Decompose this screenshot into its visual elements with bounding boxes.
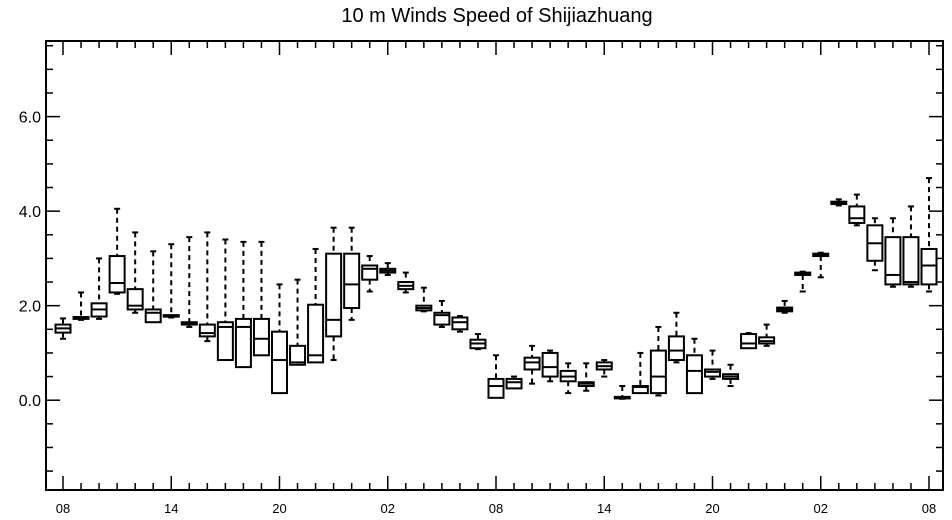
box-item — [667, 311, 685, 364]
box-item — [884, 217, 902, 288]
box-item — [631, 351, 649, 395]
y-tick-label: 2.0 — [19, 299, 41, 316]
box-item — [90, 257, 108, 320]
box-item — [830, 198, 848, 207]
box-rect — [920, 247, 938, 286]
box-item — [108, 207, 126, 295]
box-item — [523, 344, 541, 385]
box-item — [343, 226, 361, 321]
box-item — [704, 349, 721, 380]
box-item — [577, 362, 595, 392]
box-item — [487, 354, 505, 399]
box-item — [649, 325, 667, 397]
box-item — [307, 247, 325, 364]
x-tick-label: 02 — [381, 501, 395, 516]
box-item — [271, 283, 288, 395]
chart-title: 10 m Winds Speed of Shijiazhuang — [341, 5, 652, 27]
box-rect — [704, 368, 721, 378]
y-tick-label: 0.0 — [19, 393, 41, 410]
box-item — [758, 323, 776, 347]
box-item — [415, 286, 433, 313]
y-tick-label: 6.0 — [19, 110, 41, 127]
box-item — [144, 250, 162, 324]
box-rect — [234, 317, 252, 369]
box-rect — [884, 236, 902, 286]
box-rect — [848, 205, 866, 224]
box-rect — [505, 377, 523, 390]
box-item — [920, 177, 938, 293]
box-item — [234, 240, 252, 369]
box-rect — [685, 354, 703, 395]
box-rect — [325, 252, 343, 338]
plot-frame — [45, 40, 944, 491]
box-item — [794, 270, 812, 293]
box-item — [848, 193, 866, 227]
box-item — [72, 291, 90, 321]
box-rect — [289, 344, 307, 366]
box-item — [198, 231, 216, 343]
x-tick-label: 14 — [164, 501, 178, 516]
x-tick-label: 14 — [597, 501, 611, 516]
x-tick-label: 20 — [272, 501, 286, 516]
box-item — [505, 375, 523, 390]
box-rect — [487, 377, 505, 399]
box-item — [722, 363, 740, 388]
box-item — [162, 243, 180, 319]
box-rect — [361, 264, 379, 281]
box-item — [902, 205, 920, 288]
box-rect — [667, 335, 685, 362]
box-rect — [252, 317, 270, 357]
box-rect — [451, 316, 469, 331]
y-axis: 0.0 2.0 4.0 6.0 — [19, 44, 943, 472]
box-item — [776, 299, 794, 314]
box-item — [866, 217, 884, 272]
box-series — [54, 177, 938, 400]
box-item — [812, 251, 830, 279]
box-item — [433, 299, 451, 328]
box-item — [451, 315, 469, 333]
box-item — [541, 349, 559, 383]
box-item — [54, 317, 72, 340]
box-item — [252, 240, 270, 357]
box-item — [595, 359, 613, 378]
box-item — [397, 271, 415, 294]
x-tick-label: 08 — [56, 501, 70, 516]
box-item — [126, 231, 144, 314]
box-rect — [198, 323, 216, 338]
box-rect — [433, 311, 451, 326]
box-item — [289, 278, 307, 366]
box-rect — [307, 303, 325, 364]
box-item — [216, 238, 234, 362]
box-item — [613, 385, 631, 400]
box-rect — [541, 351, 559, 378]
box-rect — [740, 333, 758, 350]
box-rect — [126, 288, 144, 311]
box-item — [685, 337, 703, 395]
box-rect — [902, 236, 920, 286]
box-item — [361, 255, 379, 293]
box-rect — [271, 330, 288, 395]
box-item — [379, 262, 397, 276]
box-item — [325, 226, 343, 362]
x-axis: 08 14 20 02 08 14 20 02 08 — [56, 41, 936, 516]
box-item — [469, 333, 487, 351]
box-rect — [523, 356, 541, 371]
box-item — [180, 236, 198, 328]
x-tick-label: 20 — [705, 501, 719, 516]
x-tick-label: 08 — [922, 501, 936, 516]
box-item — [740, 332, 758, 350]
box-rect — [216, 321, 234, 362]
x-tick-label: 08 — [489, 501, 503, 516]
y-tick-label: 4.0 — [19, 204, 41, 221]
x-tick-label: 02 — [814, 501, 828, 516]
box-rect — [144, 308, 162, 324]
box-rect — [649, 349, 667, 395]
box-rect — [343, 252, 361, 310]
box-item — [559, 362, 577, 395]
box-rect — [108, 255, 126, 294]
